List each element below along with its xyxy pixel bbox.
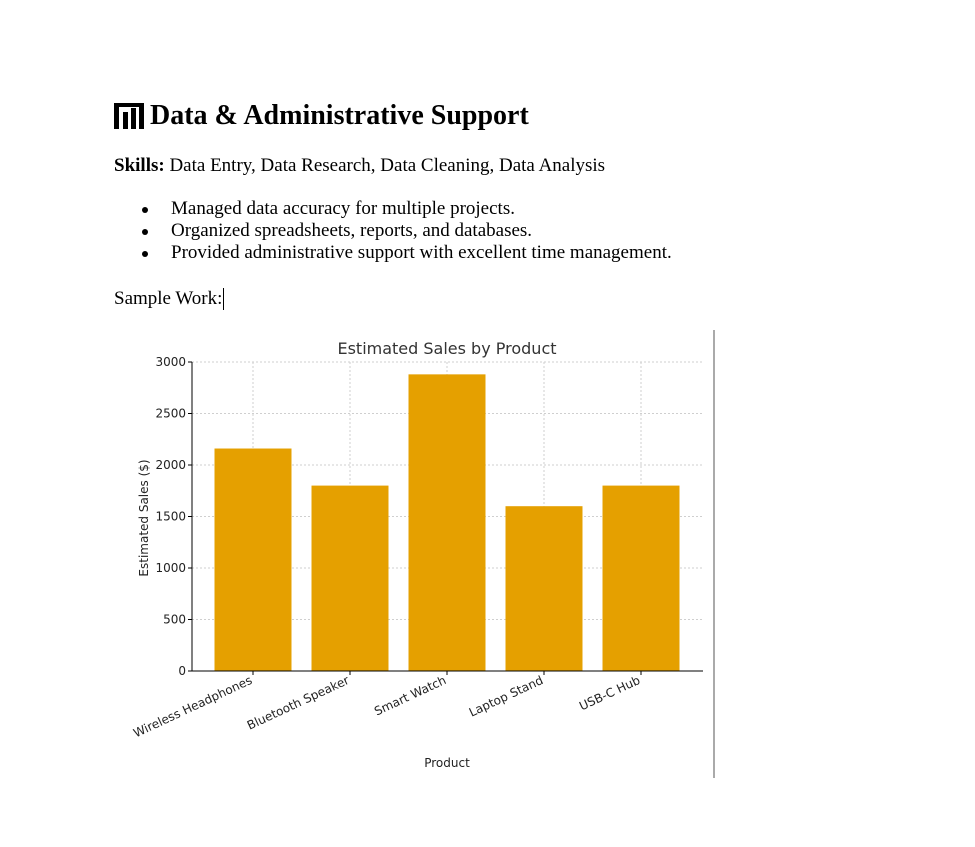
y-tick-label: 500	[163, 613, 186, 627]
y-ticks: 0 500 1000 1500 2000 2500 3000	[155, 355, 192, 678]
embedded-chart[interactable]: Estimated Sales by Product Estimated Sal…	[114, 330, 716, 778]
bullet-list: Managed data accuracy for multiple proje…	[114, 198, 672, 264]
bar	[505, 506, 583, 671]
sample-work-label: Sample Work:	[114, 288, 223, 309]
bar	[214, 448, 292, 671]
skills-line: Skills: Data Entry, Data Research, Data …	[114, 154, 605, 178]
x-tick-label: Bluetooth Speaker	[245, 673, 351, 733]
sample-work-line[interactable]: Sample Work:	[114, 287, 225, 311]
bar	[408, 374, 486, 671]
y-axis-label: Estimated Sales ($)	[137, 459, 151, 576]
x-tick-label: USB-C Hub	[577, 673, 642, 713]
section-heading: Data & Administrative Support	[114, 98, 529, 134]
list-item: Managed data accuracy for multiple proje…	[114, 198, 672, 220]
bullet-dot-icon	[142, 207, 148, 213]
bar-chart-icon	[114, 103, 144, 129]
bar	[602, 485, 680, 671]
y-tick-label: 1500	[155, 510, 186, 524]
y-tick-label: 3000	[155, 355, 186, 369]
list-item-text: Organized spreadsheets, reports, and dat…	[171, 220, 533, 241]
y-tick-label: 0	[178, 664, 186, 678]
y-tick-label: 2500	[155, 407, 186, 421]
x-tick-label: Laptop Stand	[467, 673, 545, 720]
bar	[311, 485, 389, 671]
skills-label: Skills:	[114, 155, 165, 176]
chart-title: Estimated Sales by Product	[337, 339, 556, 358]
list-item-text: Provided administrative support with exc…	[171, 242, 672, 263]
list-item-text: Managed data accuracy for multiple proje…	[171, 198, 515, 219]
x-axis-label: Product	[424, 756, 470, 770]
skills-text: Data Entry, Data Research, Data Cleaning…	[164, 155, 606, 176]
y-tick-label: 1000	[155, 561, 186, 575]
list-item: Organized spreadsheets, reports, and dat…	[114, 220, 672, 242]
y-tick-label: 2000	[155, 458, 186, 472]
page-title: Data & Administrative Support	[150, 100, 529, 131]
list-item: Provided administrative support with exc…	[114, 242, 672, 264]
bullet-dot-icon	[142, 229, 148, 235]
bullet-dot-icon	[142, 251, 148, 257]
bars	[214, 374, 680, 671]
x-tick-label: Wireless Headphones	[131, 673, 254, 740]
bar-chart: Estimated Sales by Product Estimated Sal…	[131, 330, 715, 778]
text-cursor	[223, 288, 225, 310]
x-tick-label: Smart Watch	[372, 673, 448, 718]
